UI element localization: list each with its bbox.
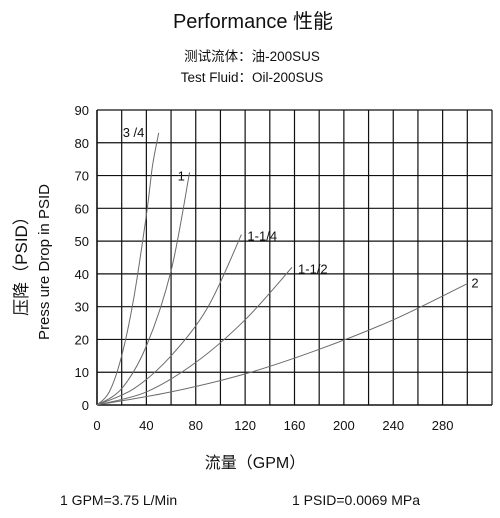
x-tick-label: 240 (382, 418, 404, 433)
x-tick-label: 200 (333, 418, 355, 433)
y-tick-labels: 0 10 20 30 40 50 60 70 80 90 (75, 103, 89, 413)
chart-subtitle-cn: 测试流体：油-200SUS (184, 49, 320, 64)
curve-labels: 3 /4 1 1-1/4 1-1/2 2 (123, 125, 479, 291)
series-curve-3 (96, 234, 242, 406)
y-tick-label: 20 (75, 332, 89, 347)
chart-title: Performance 性能 (173, 10, 333, 33)
y-axis-label-en: Press ure Drop in PSID (36, 184, 53, 340)
y-tick-label: 90 (75, 103, 89, 118)
x-tick-label: 280 (432, 418, 454, 433)
y-tick-label: 60 (75, 201, 89, 216)
x-tick-labels: 0 40 80 120 160 200 240 280 (93, 418, 453, 433)
x-tick-label: 120 (234, 418, 256, 433)
x-tick-label: 80 (189, 418, 203, 433)
y-tick-label: 40 (75, 267, 89, 282)
x-axis-label: 流量（GPM） (205, 454, 305, 472)
series-label: 3 /4 (123, 125, 145, 140)
series-label: 1 (178, 168, 185, 183)
series-curve-4 (96, 266, 293, 406)
y-tick-label: 70 (75, 169, 89, 184)
series-label: 2 (471, 276, 478, 291)
chart-subtitle-en: Test Fluid：Oil-200SUS (181, 70, 324, 85)
series-label: 1-1/4 (247, 229, 277, 244)
footnote-psid: 1 PSID=0.0069 MPa (292, 492, 420, 508)
x-tick-label: 40 (139, 418, 153, 433)
y-axis-label-cn: 压降（PSID） (12, 208, 31, 316)
series-curve-2 (96, 172, 191, 406)
y-tick-label: 0 (82, 398, 89, 413)
x-tick-label: 0 (93, 418, 100, 433)
y-tick-label: 10 (75, 365, 89, 380)
series-label: 1-1/2 (298, 261, 328, 276)
y-tick-label: 50 (75, 234, 89, 249)
y-tick-label: 30 (75, 300, 89, 315)
series-curve-5 (96, 283, 468, 406)
axis-layer (96, 110, 492, 406)
series-curve-1 (96, 132, 160, 406)
curve-layer (96, 132, 468, 406)
footnote-gpm: 1 GPM=3.75 L/Min (60, 492, 177, 508)
x-tick-label: 160 (284, 418, 306, 433)
y-tick-label: 80 (75, 136, 89, 151)
grid-layer (97, 109, 493, 405)
